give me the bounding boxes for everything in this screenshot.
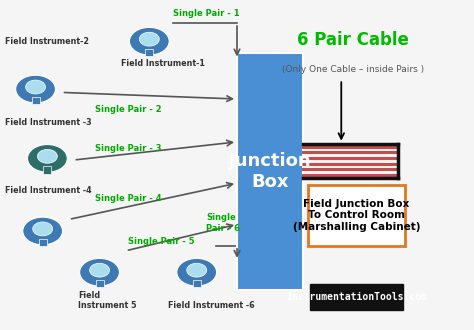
Circle shape (23, 217, 63, 245)
Circle shape (27, 145, 67, 172)
Circle shape (90, 263, 109, 277)
Text: Single
Pair - 6: Single Pair - 6 (206, 213, 240, 233)
Bar (96, 280, 103, 287)
Text: Junction
Box: Junction Box (229, 152, 311, 191)
Bar (44, 166, 51, 174)
Text: Single Pair - 3: Single Pair - 3 (95, 145, 161, 153)
Text: Single Pair - 5: Single Pair - 5 (128, 237, 195, 246)
Text: Field Instrument -3: Field Instrument -3 (5, 118, 91, 127)
Text: Single Pair - 1: Single Pair - 1 (173, 9, 240, 18)
Circle shape (187, 263, 207, 277)
Circle shape (26, 80, 46, 94)
Text: Field Instrument -6: Field Instrument -6 (168, 301, 255, 310)
Circle shape (139, 32, 159, 46)
Circle shape (129, 27, 169, 55)
Text: Field Junction Box
To Control Room
(Marshalling Cabinet): Field Junction Box To Control Room (Mars… (293, 199, 420, 232)
Circle shape (177, 258, 217, 286)
FancyBboxPatch shape (237, 53, 303, 290)
Text: Field Instrument-1: Field Instrument-1 (121, 59, 205, 68)
Bar (193, 280, 201, 287)
Circle shape (16, 75, 55, 103)
Bar (310, 284, 403, 310)
Bar (32, 97, 39, 104)
Text: InstrumentationTools.com: InstrumentationTools.com (286, 292, 427, 302)
Text: Field
Instrument 5: Field Instrument 5 (78, 291, 137, 310)
Text: 6 Pair Cable: 6 Pair Cable (297, 31, 409, 49)
Text: Field Instrument -4: Field Instrument -4 (5, 186, 91, 195)
Text: (Only One Cable – inside Pairs ): (Only One Cable – inside Pairs ) (282, 65, 424, 74)
Bar (39, 239, 46, 246)
Bar (146, 49, 153, 56)
Circle shape (80, 258, 119, 286)
Circle shape (33, 222, 53, 236)
FancyBboxPatch shape (308, 185, 405, 246)
Text: Single Pair - 2: Single Pair - 2 (95, 105, 162, 114)
Circle shape (37, 149, 57, 163)
Text: Single Pair - 4: Single Pair - 4 (95, 194, 162, 203)
Text: Field Instrument-2: Field Instrument-2 (5, 37, 89, 46)
